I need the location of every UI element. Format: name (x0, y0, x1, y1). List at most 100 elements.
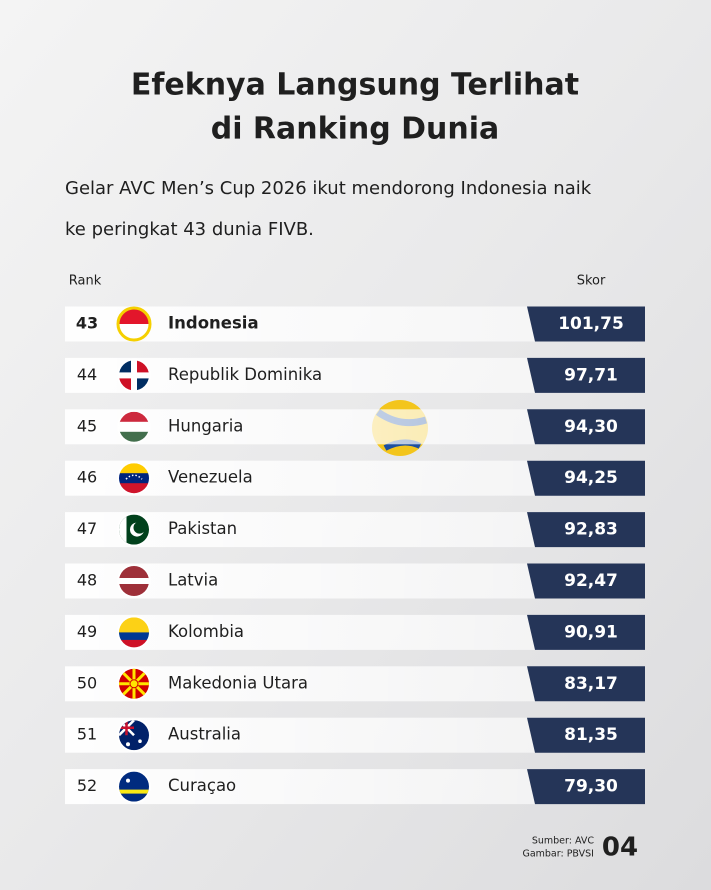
flag-ring (117, 564, 151, 598)
flag-part (119, 473, 149, 484)
country-name: Republik Dominika (168, 365, 322, 384)
flag-image (119, 771, 149, 802)
score: 94,30 (564, 417, 618, 437)
flag-part (119, 632, 149, 641)
score: 94,25 (564, 468, 618, 488)
flag-part (119, 483, 149, 494)
table-row: 44 Republik Dominika 97,71 (65, 357, 645, 393)
flag-image (119, 720, 149, 751)
score: 79,30 (564, 777, 618, 797)
score: 101,75 (558, 314, 624, 334)
score-box (527, 769, 645, 805)
flag-part (119, 421, 149, 433)
country-name: Makedonia Utara (168, 673, 308, 692)
country-name: Indonesia (168, 314, 259, 333)
rank: 46 (77, 468, 97, 487)
flag-image (119, 463, 149, 494)
score: 92,83 (564, 520, 618, 540)
flag-image (119, 514, 149, 545)
score-box (527, 306, 645, 342)
country-name: Hungaria (168, 416, 243, 435)
rank: 44 (77, 365, 97, 384)
subtitle: ke peringkat 43 dunia FIVB. (65, 219, 314, 240)
flag (117, 410, 151, 444)
score: 92,47 (564, 571, 618, 591)
score-box (527, 357, 645, 393)
flag-part (133, 521, 146, 534)
score-box (527, 512, 645, 548)
score-box (527, 563, 645, 599)
flag-ring (117, 410, 151, 444)
flag-part (119, 720, 134, 736)
rank: 48 (77, 571, 97, 590)
table-row: 46 Venezuela 94,25 (65, 460, 645, 496)
flag (117, 512, 151, 547)
rank: 52 (77, 776, 97, 795)
flag-image (119, 309, 149, 339)
rank: 43 (76, 314, 98, 333)
flag (117, 461, 151, 495)
score: 83,17 (564, 674, 618, 694)
flag-part (126, 742, 130, 747)
table-row: 52 Curaçao 79,30 (65, 769, 645, 805)
source: Sumber: AVC (532, 836, 595, 847)
score-box (527, 409, 645, 445)
flag (117, 667, 151, 701)
flag (117, 564, 151, 598)
flag-image (119, 668, 149, 699)
flag (116, 306, 152, 342)
flag-ring (117, 718, 151, 752)
score: 97,71 (564, 365, 618, 385)
title: Efeknya Langsung Terlihat (131, 68, 579, 103)
flag-ring (117, 461, 151, 495)
table-row: 47 Pakistan 92,83 (65, 512, 645, 548)
score-box (527, 717, 645, 753)
rank: 47 (77, 519, 97, 538)
column-header: Skor (577, 274, 606, 289)
flag-part (119, 584, 149, 596)
country-name: Pakistan (168, 519, 237, 538)
flag-image (119, 360, 149, 391)
flag-part (129, 679, 139, 689)
flag-part (119, 771, 149, 802)
country-name: Curaçao (168, 776, 236, 795)
score-box (527, 666, 645, 702)
flag-image (119, 566, 149, 596)
flag-ring (117, 358, 151, 393)
score-box (527, 460, 645, 496)
image-credit: Gambar: PBVSI (522, 849, 594, 860)
score: 90,91 (564, 622, 618, 642)
flag (117, 615, 151, 650)
table-row: 50 Makedonia Utara 83,17 (65, 666, 645, 702)
country-name: Venezuela (168, 468, 253, 487)
flag-ring (117, 512, 151, 547)
rank: 49 (77, 622, 97, 641)
rank: 51 (77, 725, 97, 744)
flag (117, 769, 151, 804)
flag-image (119, 617, 149, 648)
column-header: Rank (69, 274, 102, 289)
title: di Ranking Dunia (211, 112, 500, 147)
country-name: Latvia (168, 571, 218, 590)
ranking-table: 43 Indonesia 101,75 44 Republik Dominika 97,7… (65, 306, 645, 805)
flag-part (119, 639, 149, 648)
table-row: 48 Latvia 92,47 (65, 563, 645, 599)
subtitle: Gelar AVC Men’s Cup 2026 ikut mendorong … (65, 178, 592, 199)
table-row: 49 Kolombia 90,91 (65, 614, 645, 650)
table-row: 51 Australia 81,35 (65, 717, 645, 753)
flag-part (119, 431, 149, 442)
table-row: 43 Indonesia 101,75 (65, 306, 645, 342)
flag-ring (116, 306, 152, 342)
flag (117, 718, 151, 752)
score-box (527, 614, 645, 650)
flag-part (119, 463, 149, 474)
flag-ring (117, 769, 151, 804)
flag-part (138, 739, 142, 743)
rank: 45 (77, 416, 97, 435)
flag-part (119, 617, 149, 633)
flag-part (119, 566, 149, 579)
flag (117, 358, 151, 393)
flag-part (119, 578, 149, 585)
flag-part (126, 778, 130, 783)
flag-part (119, 411, 149, 423)
